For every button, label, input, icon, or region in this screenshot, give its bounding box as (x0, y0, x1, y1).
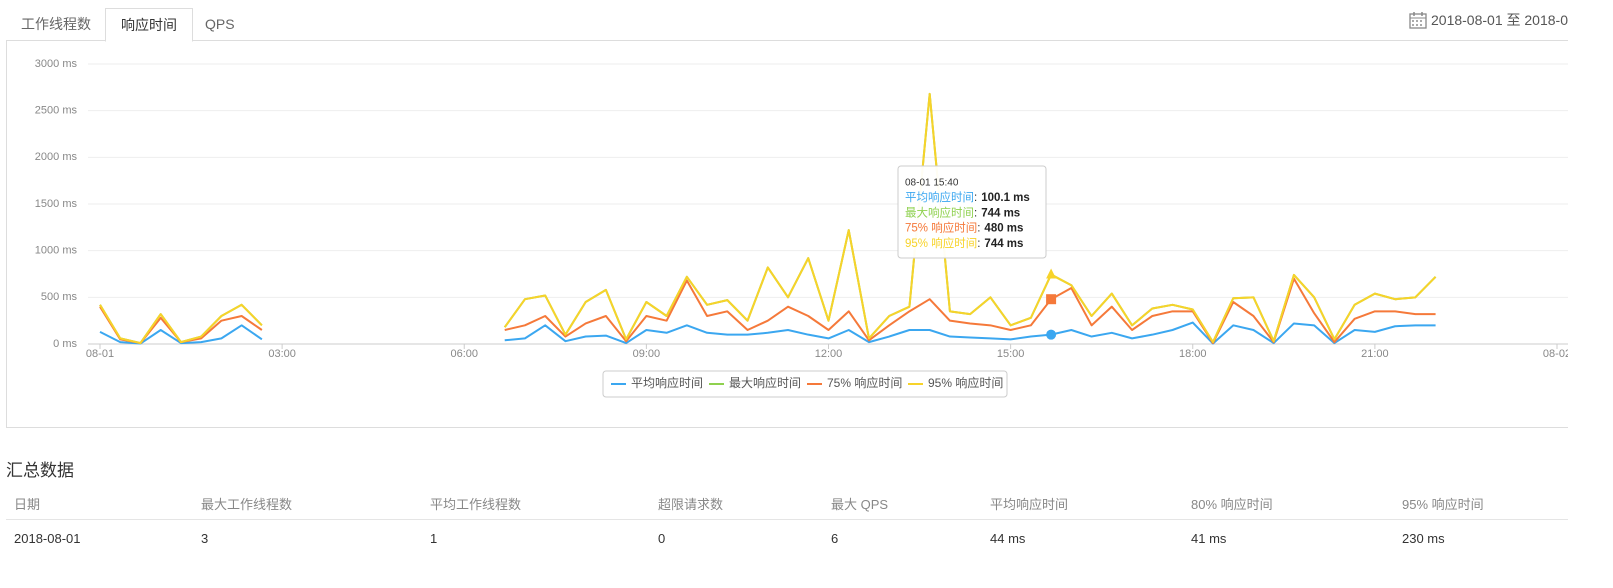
table-cell: 3 (201, 531, 209, 546)
series-line (99, 321, 1436, 345)
x-tick-label: 09:00 (633, 348, 661, 360)
table-header: 最大 QPS (831, 497, 889, 512)
tooltip-marker (1046, 294, 1057, 305)
summary-title: 汇总数据 (6, 461, 74, 480)
wrapper: 工作线程数 响应时间 QPS 2018-08-01 至 2018-08-01 0… (6, 8, 1568, 546)
x-tick-label: 12:00 (815, 348, 843, 360)
x-tick-label: 15:00 (997, 348, 1025, 360)
legend-label: 75% 响应时间 (827, 375, 902, 390)
x-tick-label: 18:00 (1179, 348, 1207, 360)
table-header: 最大工作线程数 (201, 497, 293, 512)
legend-label: 平均响应时间 (631, 375, 703, 390)
y-tick-label: 500 ms (41, 291, 78, 303)
table-header: 平均工作线程数 (430, 497, 522, 512)
tooltip-name: 最大响应时间 (905, 205, 974, 219)
tooltip-row: 75% 响应时间: 480 ms (905, 221, 1023, 235)
y-tick-label: 0 ms (53, 338, 77, 350)
tooltip-value: 744 ms (984, 238, 1023, 250)
tooltip-row: 平均响应时间: 100.1 ms (905, 190, 1030, 204)
tooltip-marker (1046, 329, 1057, 340)
separator (6, 519, 1568, 520)
y-tick-label: 2500 ms (35, 105, 78, 117)
tooltip-row: 95% 响应时间: 744 ms (905, 236, 1023, 250)
table-cell: 230 ms (1402, 531, 1445, 546)
table-cell: 0 (658, 531, 666, 546)
table-cell: 41 ms (1191, 531, 1227, 546)
x-tick-label: 08-01 (86, 348, 114, 360)
tooltip-name: 95% 响应时间 (905, 236, 977, 250)
table-header: 95% 响应时间 (1402, 497, 1484, 512)
tooltip-value: 480 ms (984, 223, 1023, 235)
legend-label: 最大响应时间 (729, 375, 801, 390)
tooltip-name: 平均响应时间 (905, 190, 974, 204)
tab-active[interactable]: 响应时间 (105, 8, 193, 42)
chart: 0 ms 500 ms 1000 ms 1500 ms 2000 ms 2500 ms 30… (35, 58, 1568, 398)
chart-panel (6, 40, 1568, 428)
tooltip-sep: : (974, 192, 977, 204)
tooltip-value: 744 ms (981, 207, 1020, 219)
table-header: 超限请求数 (658, 497, 724, 512)
tooltip-sep: : (977, 238, 980, 250)
date-range[interactable]: 2018-08-01 至 2018-08-01 (1431, 12, 1568, 28)
y-tick-label: 1500 ms (35, 198, 78, 210)
table-header: 80% 响应时间 (1191, 497, 1273, 512)
tooltip-sep: : (974, 207, 977, 219)
tooltip-row: 最大响应时间: 744 ms (905, 205, 1020, 219)
tab[interactable]: QPS (205, 16, 235, 32)
x-tick-label: 21:00 (1361, 348, 1389, 360)
tooltip-box (897, 165, 1047, 259)
table-cell: 6 (831, 531, 839, 546)
tooltip-name: 75% 响应时间 (905, 221, 977, 235)
legend-label: 95% 响应时间 (928, 375, 1003, 390)
table-cell: 1 (430, 531, 438, 546)
table-header: 平均响应时间 (990, 497, 1069, 512)
x-tick-label: 06:00 (450, 348, 478, 360)
table-cell: 2018-08-01 (14, 531, 81, 546)
table-header: 日期 (14, 497, 41, 512)
y-tick-label: 3000 ms (35, 58, 78, 70)
tooltip-value: 100.1 ms (981, 192, 1030, 204)
y-tick-label: 1000 ms (35, 245, 78, 257)
tooltip-title: 08-01 15:40 (905, 178, 959, 189)
calendar-icon[interactable] (1409, 11, 1427, 29)
legend-box (602, 370, 1008, 398)
series-line (99, 92, 1437, 345)
tooltip-marker (1046, 268, 1057, 279)
y-tick-label: 2000 ms (35, 151, 78, 163)
tooltip-sep: : (977, 223, 980, 235)
x-tick-label: 08-02 (1543, 348, 1568, 360)
table-cell: 44 ms (990, 531, 1026, 546)
x-tick-label: 03:00 (268, 348, 296, 360)
series-line (99, 92, 1437, 345)
tab[interactable]: 工作线程数 (21, 16, 91, 32)
